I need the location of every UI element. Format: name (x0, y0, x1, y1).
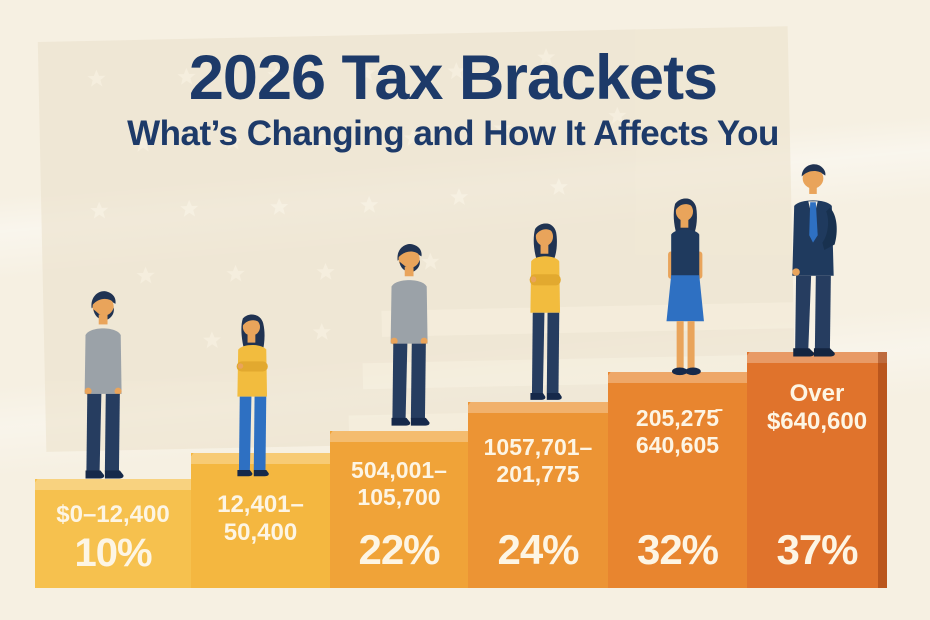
bracket-rate: 37% (776, 526, 858, 573)
bracket-range: 504,001– 105,700 (351, 457, 447, 511)
bracket-bar-3: 504,001– 105,700 22% (330, 431, 468, 588)
bracket-rate: 32% (636, 526, 719, 573)
bracket-bar-1: $0–12,400 10% (35, 479, 191, 588)
page-subtitle: What’s Changing and How It Affects You (127, 113, 779, 153)
person-businessman-navy-suit (792, 164, 837, 357)
bracket-range: $0–12,400 (56, 501, 170, 528)
person-man-gray-sweater-2 (390, 244, 430, 426)
person-woman-navy-top-blue-skirt (666, 198, 704, 376)
bracket-rate: 24% (497, 526, 579, 573)
person-woman-yellow-top-navy-pants (529, 223, 562, 400)
bracket-range: 205,275̄ 640,605 (635, 405, 720, 459)
page-title: 2026 Tax Brackets (188, 43, 718, 113)
bracket-range: Over $640,600 (766, 380, 868, 436)
person-woman-yellow-top-jeans (236, 314, 269, 477)
bracket-range: 1057,701– 201,775 (483, 434, 593, 488)
person-man-gray-sweater-1 (84, 291, 124, 479)
bracket-bar-5: 205,275̄ 640,605 32% (608, 372, 747, 588)
header: 2026 Tax Brackets What’s Changing and Ho… (0, 43, 906, 153)
bracket-rate: 10% (74, 531, 152, 575)
bracket-rate: 22% (358, 526, 440, 573)
bracket-bar-6: Over $640,600 37% (747, 352, 887, 588)
bracket-bar-4: 1057,701– 201,775 24% (468, 402, 608, 588)
bracket-range: 12,401– 50,400 (217, 491, 304, 547)
